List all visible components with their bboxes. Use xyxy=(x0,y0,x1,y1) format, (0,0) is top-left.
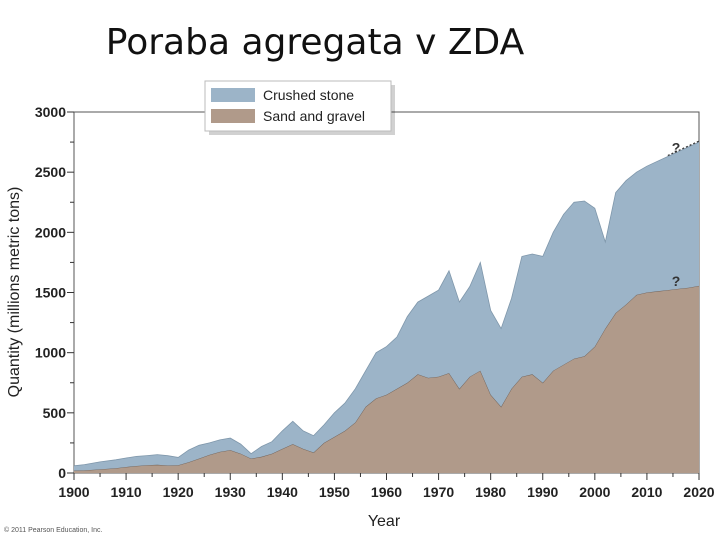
area-sand-and-gravel xyxy=(74,285,699,473)
x-tick-label: 1960 xyxy=(371,484,402,500)
x-tick-label: 1940 xyxy=(267,484,298,500)
area-crushed-stone xyxy=(74,142,699,471)
legend-swatch-sand-and-gravel xyxy=(211,109,255,123)
y-tick-label: 2500 xyxy=(35,164,66,180)
y-axis-label: Quantity (millions metric tons) xyxy=(6,187,23,398)
edge-crushed-stone xyxy=(73,141,700,467)
legend-label-sand-and-gravel: Sand and gravel xyxy=(263,108,365,124)
projection-crushed-stone xyxy=(667,140,700,157)
legend-label-crushed-stone: Crushed stone xyxy=(263,87,354,103)
x-tick-label: 2000 xyxy=(579,484,610,500)
x-tick-label: 1990 xyxy=(527,484,558,500)
x-tick-label: 1930 xyxy=(215,484,246,500)
x-tick-label: 1970 xyxy=(423,484,454,500)
y-axis: 0 500 1000 1500 2000 2500 3000 xyxy=(35,104,74,481)
legend: Crushed stone Sand and gravel xyxy=(204,80,395,135)
y-tick-label: 1000 xyxy=(35,345,66,361)
x-tick-label: 1910 xyxy=(111,484,142,500)
projection-marker-crushed-stone: ? xyxy=(672,140,681,156)
slide-title: Poraba agregata v ZDA xyxy=(105,22,525,63)
y-tick-label: 2000 xyxy=(35,224,66,240)
projection-marker-sand-and-gravel: ? xyxy=(672,273,681,289)
x-tick-label: 1950 xyxy=(319,484,350,500)
x-axis: 1900 1910 1920 1930 1940 1950 1960 1970 1980 1990… xyxy=(58,473,715,500)
y-tick-label: 500 xyxy=(43,405,67,421)
x-tick-label: 2010 xyxy=(631,484,662,500)
y-tick-label: 3000 xyxy=(35,104,66,120)
copyright-note: © 2011 Pearson Education, Inc. xyxy=(4,527,103,534)
x-axis-label: Year xyxy=(368,513,401,530)
x-tick-label: 1920 xyxy=(163,484,194,500)
x-tick-label: 1980 xyxy=(475,484,506,500)
y-tick-label: 1500 xyxy=(35,285,66,301)
legend-swatch-crushed-stone xyxy=(211,88,255,102)
stacked-areas xyxy=(73,140,700,473)
y-tick-label: 0 xyxy=(58,465,66,481)
x-tick-label: 2020 xyxy=(683,484,714,500)
x-tick-label: 1900 xyxy=(58,484,89,500)
projection-markers: ?? xyxy=(672,140,681,290)
